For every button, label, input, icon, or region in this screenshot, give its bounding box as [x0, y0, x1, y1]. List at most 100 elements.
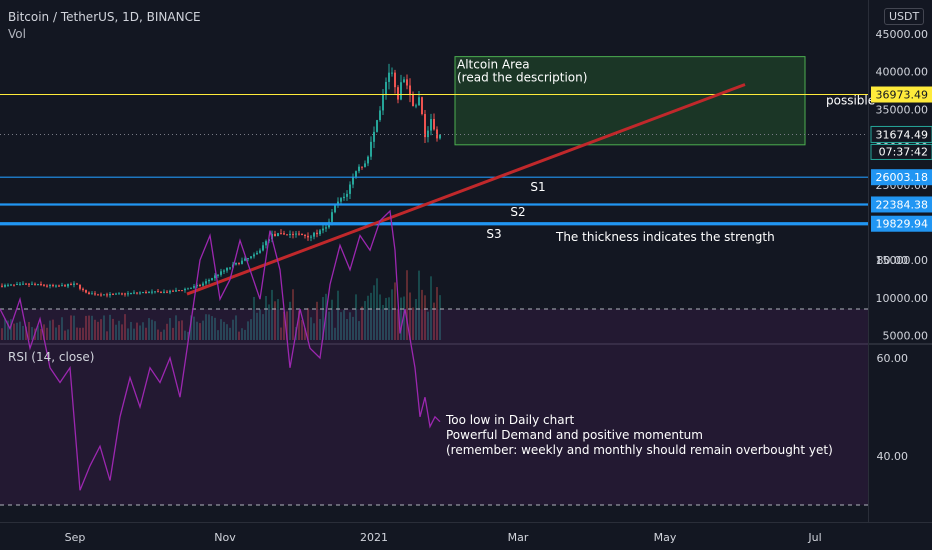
- candle-body: [208, 279, 210, 282]
- price-axis-separator: [868, 0, 869, 522]
- candle-body: [277, 233, 279, 237]
- volume-bar: [361, 306, 363, 340]
- candle-body: [226, 268, 228, 271]
- volume-bar: [286, 311, 288, 340]
- volume-bar: [13, 323, 15, 340]
- candle-body: [385, 81, 387, 95]
- volume-bar: [436, 287, 438, 340]
- rsi-tick-label: 60.00: [877, 352, 909, 365]
- candle-body: [103, 294, 105, 296]
- candle-body: [301, 233, 303, 236]
- volume-bar: [235, 315, 237, 340]
- candle-body: [316, 232, 318, 235]
- candle-body: [40, 283, 42, 285]
- candle-body: [349, 184, 351, 194]
- candle-body: [187, 288, 189, 290]
- candle-body: [244, 258, 246, 261]
- volume-bar: [265, 295, 267, 340]
- currency-badge[interactable]: USDT: [884, 8, 925, 25]
- candle-body: [52, 285, 54, 287]
- volume-bar: [172, 327, 174, 340]
- volume-bar: [58, 324, 60, 340]
- candle-body: [382, 94, 384, 111]
- volume-bar: [40, 329, 42, 340]
- candle-body: [94, 293, 96, 295]
- volume-bar: [379, 294, 381, 340]
- volume-bar: [232, 319, 234, 340]
- candle-body: [217, 274, 219, 276]
- candle-body: [112, 293, 114, 295]
- volume-bar: [415, 298, 417, 340]
- altcoin-area-box[interactable]: [454, 56, 806, 146]
- volume-bar: [268, 304, 270, 340]
- target-price-tag: [871, 86, 932, 103]
- volume-bar: [52, 319, 54, 340]
- candle-body: [259, 250, 261, 253]
- candle-body: [37, 283, 39, 285]
- candle-body: [145, 291, 147, 294]
- candle-body: [118, 293, 120, 295]
- candle-body: [367, 156, 369, 164]
- countdown-tag: [870, 143, 932, 160]
- volume-bar: [190, 315, 192, 340]
- candle-body: [22, 283, 24, 285]
- candle-body: [67, 284, 69, 287]
- volume-bar: [97, 321, 99, 340]
- candle-body: [427, 130, 429, 138]
- volume-bar: [163, 329, 165, 340]
- candle-body: [394, 72, 396, 88]
- volume-bar: [337, 290, 339, 340]
- candle-body: [214, 275, 216, 279]
- candle-body: [304, 235, 306, 237]
- price-tick-label: 35000.00: [876, 103, 929, 116]
- rsi-title[interactable]: RSI (14, close): [8, 350, 95, 364]
- rsi-note-line: Too low in Daily chart: [445, 413, 575, 427]
- candle-body: [163, 291, 165, 293]
- volume-bar: [154, 321, 156, 340]
- trend-line[interactable]: [186, 83, 746, 296]
- volume-bar: [289, 301, 291, 340]
- candle-body: [241, 260, 243, 264]
- volume-bar: [385, 297, 387, 340]
- volume-bar: [160, 331, 162, 340]
- volume-bar: [142, 322, 144, 340]
- volume-bar: [319, 319, 321, 340]
- volume-bar: [310, 317, 312, 340]
- volume-bar: [208, 314, 210, 340]
- volume-bar: [55, 327, 57, 340]
- volume-bar: [112, 318, 114, 340]
- candle-body: [364, 163, 366, 167]
- volume-bar: [313, 323, 315, 340]
- candle-body: [133, 292, 135, 294]
- volume-bar: [103, 315, 105, 340]
- candle-body: [310, 236, 312, 238]
- candle-body: [412, 93, 414, 107]
- volume-bar: [7, 320, 9, 340]
- candle-body: [127, 293, 129, 295]
- candle-body: [340, 198, 342, 202]
- price-tick-label: 5000.00: [883, 330, 929, 343]
- volume-bar: [217, 330, 219, 340]
- candle-body: [70, 284, 72, 286]
- volume-label[interactable]: Vol: [8, 27, 26, 41]
- volume-bar: [151, 319, 153, 340]
- volume-bar: [70, 315, 72, 340]
- symbol-title[interactable]: Bitcoin / TetherUS, 1D, BINANCE: [8, 10, 201, 24]
- candle-body: [400, 82, 402, 100]
- volume-bar: [85, 315, 87, 340]
- volume-bar: [73, 315, 75, 340]
- candle-body: [397, 87, 399, 100]
- volume-bar: [61, 317, 63, 340]
- candle-body: [247, 258, 249, 260]
- candle-body: [124, 293, 126, 295]
- volume-bar: [118, 320, 120, 340]
- candle-body: [151, 291, 153, 293]
- candle-body: [1, 285, 3, 287]
- volume-bar: [139, 325, 141, 340]
- candle-body: [343, 196, 345, 199]
- candle-body: [76, 283, 78, 285]
- rsi-note-line: (remember: weekly and monthly should rem…: [446, 443, 833, 457]
- axes-layer: 5000.0010000.0015000.0020000.0025000.003…: [65, 28, 932, 544]
- volume-bar: [433, 302, 435, 340]
